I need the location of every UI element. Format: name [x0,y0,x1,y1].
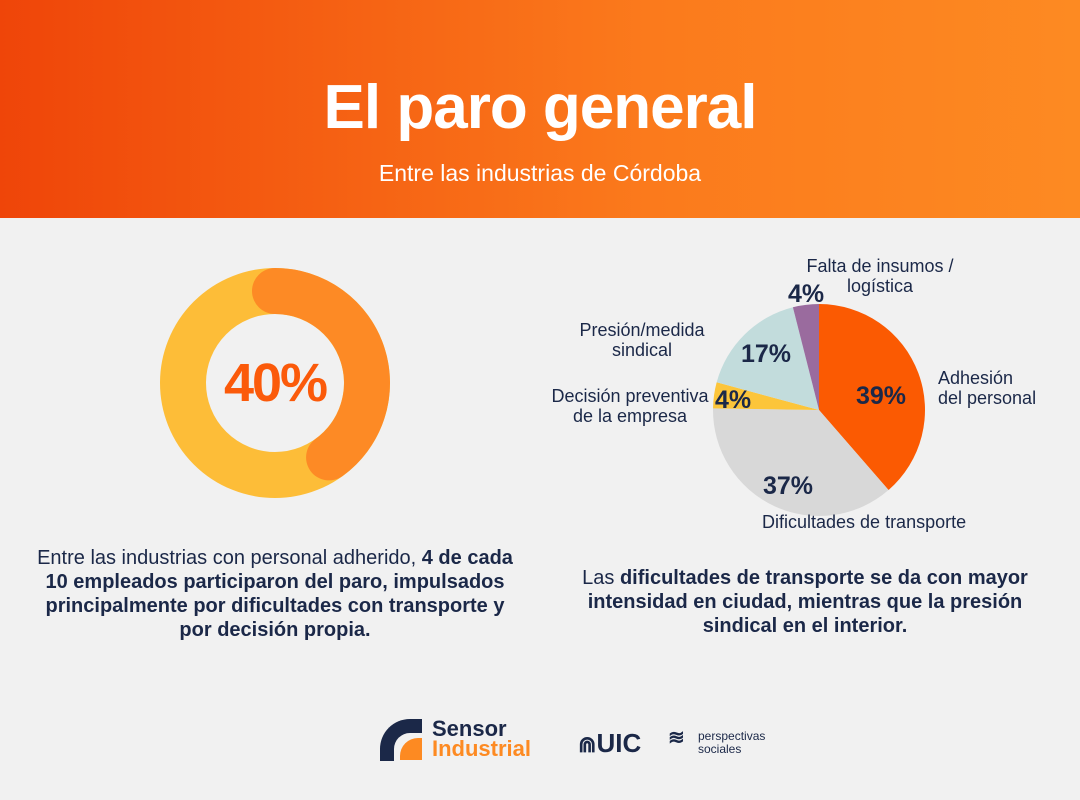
donut-value-label: 40% [223,353,328,413]
pie-slice-2 [713,382,819,410]
pie-pct-transporte: 37% [763,472,814,500]
sensor-logo-mark-accent [400,738,422,760]
sensor-industrial-logo: Sensor Industrial [380,716,550,762]
uic-logo: ⋒UIC [578,728,642,758]
pie-pct-falta: 4% [788,280,825,308]
pie-label-decision: Decisión preventiva de la empresa [551,386,709,426]
pie-pct-adhesion: 39% [856,382,907,410]
left-summary: Entre las industrias con personal adheri… [37,547,513,641]
page-subtitle: Entre las industrias de Córdoba [378,160,702,186]
donut-value-arc [252,268,390,481]
perspectivas-logo-mark: ≋ [668,727,685,749]
header-banner: El paro general Entre las industrias de … [0,0,1080,218]
pie-slice-0 [819,304,925,491]
page-title: El paro general [323,73,758,142]
pie-label-presion: Presión/medida sindical [579,320,705,360]
pie-slice-3 [716,307,819,410]
pie-slice-4 [792,304,819,410]
pie-pct-decision: 4% [715,386,752,414]
pie-label-adhesion: Adhesión del personal [938,368,1037,408]
pie-label-falta: Falta de insumos / logística [806,256,954,296]
perspectivas-sociales-logo: ≋ perspectivas sociales [668,727,766,756]
right-summary: Las dificultades de transporte se da con… [582,567,1028,637]
pie-slice-1 [713,408,889,517]
uic-logo-mark: ⋒ [578,732,597,757]
pie-pct-presion: 17% [741,340,792,368]
pie-label-transporte: Dificultades de transporte [762,512,967,532]
